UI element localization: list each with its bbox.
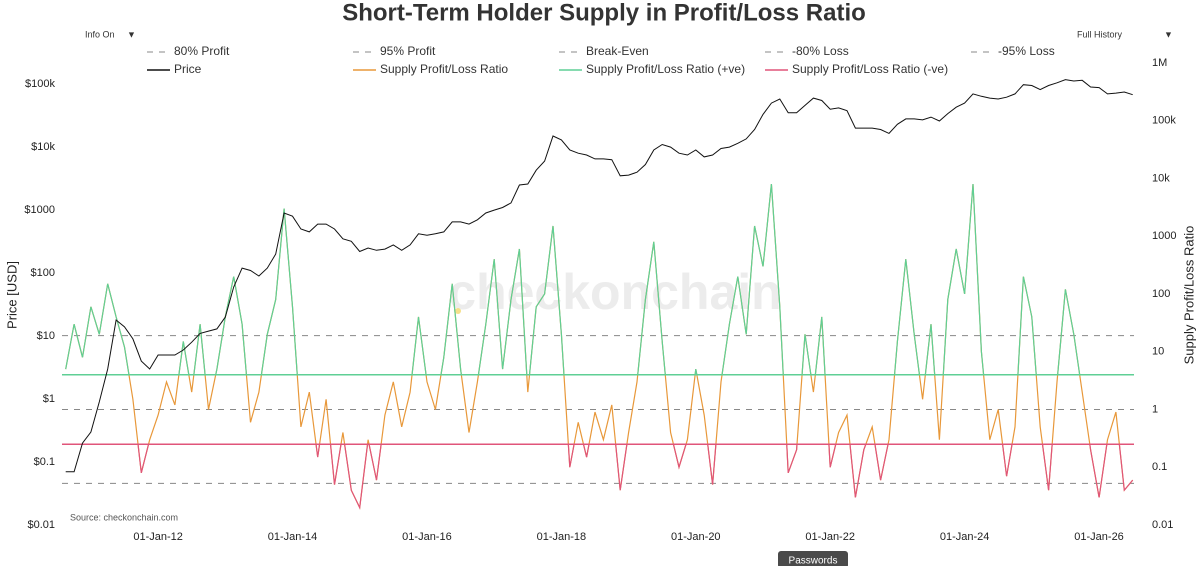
y2-tick-label: 1 [1152, 403, 1158, 415]
x-tick-label: 01-Jan-12 [133, 531, 183, 543]
y2-tick-label: 10 [1152, 346, 1164, 358]
legend-label: Price [174, 62, 202, 76]
legend-label: Supply Profit/Loss Ratio [380, 62, 508, 76]
x-tick-label: 01-Jan-22 [805, 531, 855, 543]
x-tick-label: 01-Jan-14 [268, 531, 318, 543]
band-group [65, 183, 1081, 375]
legend-label: Supply Profit/Loss Ratio (+ve) [586, 62, 745, 76]
watermark: checkonchain [448, 264, 781, 320]
y2-tick-label: 1M [1152, 57, 1167, 69]
y-tick-label: $10 [37, 330, 55, 342]
legend-label: 95% Profit [380, 44, 436, 58]
legend-label: Break-Even [586, 44, 649, 58]
legend-label: -95% Loss [998, 44, 1055, 58]
y-tick-label: $10k [31, 141, 55, 153]
y-tick-label: $100 [31, 267, 55, 279]
y-tick-label: $0.01 [27, 519, 55, 531]
info-arrow[interactable]: ▼ [127, 29, 136, 39]
band-group [137, 444, 1134, 510]
y-tick-label: $1000 [24, 204, 55, 216]
range-arrow[interactable]: ▼ [1164, 29, 1173, 39]
chart-title: Short-Term Holder Supply in Profit/Loss … [342, 0, 866, 26]
plot-area [62, 79, 1134, 510]
range-select[interactable]: Full History [1077, 29, 1123, 39]
info-toggle[interactable]: Info On [85, 29, 115, 39]
watermark-dot [455, 308, 461, 314]
y2-axis-title: Supply Profit/Loss Ratio [1181, 226, 1196, 365]
y-tick-label: $100k [25, 78, 55, 90]
x-tick-label: 01-Jan-26 [1074, 531, 1124, 543]
x-tick-label: 01-Jan-24 [940, 531, 990, 543]
x-tick-label: 01-Jan-18 [537, 531, 587, 543]
source-note: Source: checkonchain.com [70, 512, 178, 522]
y2-tick-label: 100k [1152, 115, 1176, 127]
x-tick-label: 01-Jan-16 [402, 531, 452, 543]
y-axis-title: Price [USD] [4, 261, 19, 329]
y2-tick-label: 0.01 [1152, 519, 1173, 531]
legend-label: 80% Profit [174, 44, 230, 58]
series-line [65, 79, 1133, 473]
y-tick-label: $0.1 [34, 456, 55, 468]
series-line [65, 183, 1134, 510]
x-tick-label: 01-Jan-20 [671, 531, 721, 543]
band-line [65, 183, 1081, 375]
y2-tick-label: 100 [1152, 288, 1170, 300]
y2-tick-label: 0.1 [1152, 461, 1167, 473]
band-line [137, 444, 1134, 510]
legend-label: -80% Loss [792, 44, 849, 58]
passwords-button[interactable] [778, 551, 848, 566]
y-tick-label: $1 [43, 393, 55, 405]
y2-tick-label: 1000 [1152, 230, 1176, 242]
legend-label: Supply Profit/Loss Ratio (-ve) [792, 62, 948, 76]
y2-tick-label: 10k [1152, 172, 1170, 184]
passwords-label[interactable]: Passwords [789, 556, 838, 566]
